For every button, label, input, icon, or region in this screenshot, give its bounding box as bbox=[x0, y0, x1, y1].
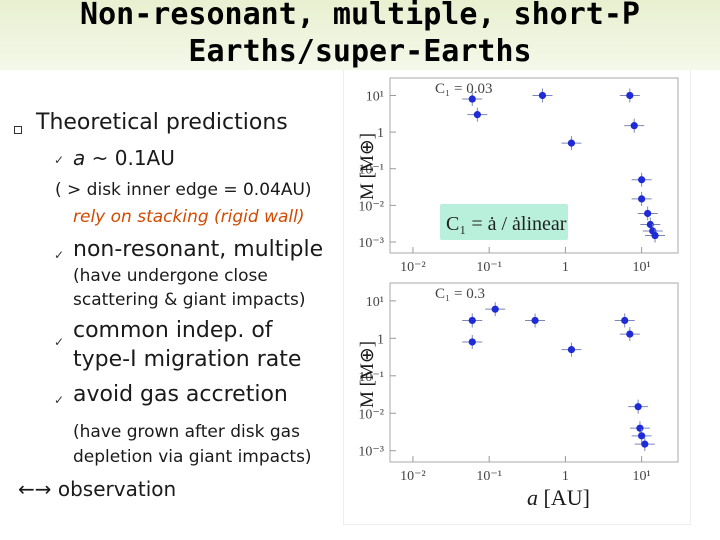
checkmark-icon: ✓ bbox=[54, 393, 65, 407]
double-arrow-icon: ←→ bbox=[18, 477, 52, 501]
bullet-theoretical-predictions: Theoretical predictions bbox=[36, 110, 288, 135]
y-tick-label: 10⁻³ bbox=[358, 236, 384, 251]
plot-frame bbox=[389, 282, 679, 463]
slide-title: Non-resonant, multiple, short-P Earths/s… bbox=[0, 0, 720, 70]
x-tick-label: 1 bbox=[562, 469, 569, 484]
grown-note-line-2: depletion via giant impacts) bbox=[73, 447, 312, 467]
x-tick-label: 10⁻² bbox=[400, 469, 426, 484]
data-point bbox=[567, 346, 576, 354]
data-point bbox=[468, 316, 476, 325]
data-point bbox=[468, 338, 476, 346]
bullet-semimajor-axis: a ~ 0.1AU bbox=[73, 146, 175, 170]
y-axis-label-bottom: M [M⊕] bbox=[357, 340, 378, 408]
square-bullet-icon bbox=[14, 126, 22, 134]
plot-top: 10¹ 1 10⁻¹ 10⁻² 10⁻³ 10⁻² 10⁻¹ 1 10¹ C₁ = 0.03 C₁ … bbox=[358, 77, 679, 275]
data-point bbox=[646, 220, 654, 229]
data-point bbox=[636, 424, 644, 432]
scatter-note-line-2: scattering & giant impacts) bbox=[73, 290, 306, 310]
x-tick-label: 10⁻² bbox=[400, 260, 426, 275]
x-tick-label: 10⁻¹ bbox=[476, 260, 502, 275]
y-tick-label: 10¹ bbox=[366, 89, 384, 104]
data-point bbox=[473, 111, 481, 119]
scatter-note-line-1: (have undergone close bbox=[73, 266, 268, 286]
formula-label: C₁ = ȧ / ȧlinear bbox=[446, 213, 567, 235]
data-point bbox=[468, 95, 476, 103]
bullet-indep-line-2: type-I migration rate bbox=[73, 347, 302, 372]
x-axis-label: a [AU] bbox=[527, 485, 590, 511]
y-axis-label-top: M [M⊕] bbox=[357, 132, 378, 200]
title-banner bbox=[0, 0, 720, 70]
x-tick-label: 10¹ bbox=[633, 469, 651, 484]
x-axis-label-unit: [AU] bbox=[543, 485, 590, 510]
observation-line: ←→ observation bbox=[18, 477, 176, 501]
data-point bbox=[638, 432, 646, 440]
data-point bbox=[491, 305, 499, 313]
x-tick-label: 10¹ bbox=[633, 260, 651, 275]
data-point bbox=[651, 231, 659, 240]
data-point bbox=[641, 440, 649, 448]
formula-box bbox=[440, 204, 568, 240]
y-tick-label: 1 bbox=[377, 126, 384, 141]
bullet-indep-line-1: common indep. of bbox=[73, 318, 273, 343]
y-tick-label: 10⁻³ bbox=[358, 445, 384, 460]
x-tick-label: 1 bbox=[562, 260, 569, 275]
slide-title-line-1: Non-resonant, multiple, short-P bbox=[80, 0, 640, 32]
checkmark-icon: ✓ bbox=[54, 335, 65, 349]
plot-frame bbox=[389, 77, 679, 254]
data-point bbox=[638, 176, 646, 184]
data-point bbox=[621, 316, 629, 325]
slide-title-line-2: Earths/super-Earths bbox=[188, 34, 532, 69]
data-point bbox=[634, 403, 642, 411]
c1-label: C₁ = 0.3 bbox=[435, 286, 485, 302]
bullet-non-resonant: non-resonant, multiple bbox=[73, 237, 324, 262]
y-tick-label: 1 bbox=[377, 332, 384, 347]
data-point bbox=[630, 122, 638, 130]
x-axis-label-a: a bbox=[527, 485, 538, 510]
y-tick-label: 10⁻² bbox=[358, 199, 384, 214]
plot-panel bbox=[343, 70, 691, 525]
observation-label: observation bbox=[57, 477, 177, 501]
c1-label: C₁ = 0.03 bbox=[435, 81, 492, 97]
bullet-avoid-gas: avoid gas accretion bbox=[73, 382, 288, 407]
checkmark-icon: ✓ bbox=[54, 248, 65, 262]
disk-edge-note: ( > disk inner edge = 0.04AU) bbox=[55, 180, 312, 200]
data-point bbox=[638, 195, 646, 203]
data-point bbox=[626, 330, 634, 338]
a-value: ~ 0.1AU bbox=[91, 146, 175, 170]
a-label: a bbox=[73, 146, 86, 170]
grown-note-line-1: (have grown after disk gas bbox=[73, 422, 300, 442]
data-point bbox=[626, 91, 634, 100]
y-tick-label: 10⁻¹ bbox=[358, 370, 384, 385]
y-tick-label: 10⁻² bbox=[358, 407, 384, 422]
y-tick-label: 10⁻¹ bbox=[358, 163, 384, 178]
data-point bbox=[567, 139, 576, 147]
y-tick-label: 10¹ bbox=[366, 295, 384, 310]
checkmark-icon: ✓ bbox=[54, 153, 65, 167]
data-point bbox=[644, 209, 652, 218]
data-point bbox=[531, 316, 539, 325]
stacking-note: rely on stacking (rigid wall) bbox=[73, 207, 305, 227]
data-point bbox=[538, 91, 547, 100]
plot-bottom: 10¹ 1 10⁻¹ 10⁻² 10⁻³ 10⁻² 10⁻¹ 1 10¹ C₁ = 0.3 bbox=[358, 282, 679, 484]
x-tick-label: 10⁻¹ bbox=[476, 469, 502, 484]
